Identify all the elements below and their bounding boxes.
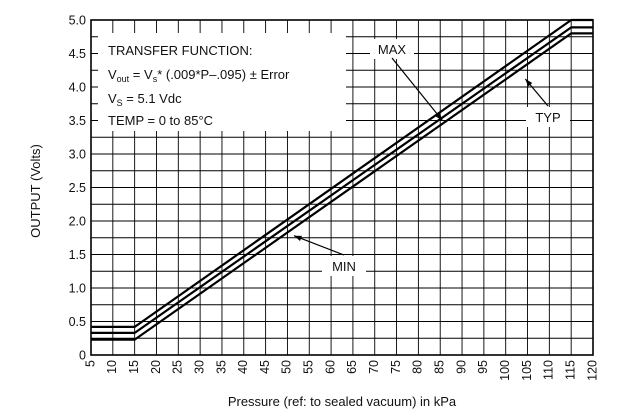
y-tick-label: 5.0 — [69, 14, 86, 28]
x-tick-label: 65 — [345, 360, 359, 374]
x-axis-title: Pressure (ref: to sealed vacuum) in kPa — [228, 394, 457, 409]
x-tick-label: 115 — [563, 360, 577, 380]
x-tick-label: 55 — [302, 360, 316, 374]
transfer-function-box — [98, 33, 346, 131]
supply-voltage-text: VS = 5.1 Vdc — [108, 91, 182, 108]
callout-bg-max — [370, 39, 414, 59]
y-tick-label: 4.0 — [69, 81, 86, 95]
x-tick-label: 5 — [83, 360, 97, 367]
callout-arrowhead-max — [435, 112, 443, 121]
transfer-function-heading: TRANSFER FUNCTION: — [108, 43, 252, 58]
callout-label-max: MAX — [378, 42, 407, 57]
x-tick-label: 105 — [520, 360, 534, 381]
y-tick-label: 3.0 — [69, 148, 86, 162]
series-line-typ — [91, 26, 593, 334]
callout-bg-min — [322, 256, 366, 276]
callouts: MAX TYP MIN — [293, 39, 570, 276]
x-tick-label: 80 — [411, 360, 425, 374]
transfer-function-equation: Vout = Vs* (.009*P–.095) ± Error — [108, 67, 290, 84]
x-tick-label: 20 — [149, 360, 163, 374]
y-tick-label: 2.0 — [69, 215, 86, 229]
y-tick-label: 1.0 — [69, 282, 86, 296]
x-tick-label: 35 — [214, 360, 228, 374]
x-tick-label: 120 — [585, 360, 599, 381]
y-tick-label: 0.5 — [69, 315, 86, 329]
y-tick-label: 3.5 — [69, 114, 86, 128]
x-tick-label: 60 — [323, 360, 337, 374]
x-tick-label: 50 — [280, 360, 294, 374]
x-tick-label: 75 — [389, 360, 403, 374]
x-tick-label: 95 — [476, 360, 490, 374]
x-tick-label: 10 — [105, 360, 119, 374]
callout-arrowhead-min — [293, 235, 302, 242]
x-tick-label: 85 — [433, 360, 447, 374]
tick-labels: 5 10 15 20 25 30 35 40 45 50 55 60 65 70 75 80 85 90 95 100… — [69, 14, 600, 381]
x-tick-label: 40 — [236, 360, 250, 374]
callout-leader-max — [391, 57, 443, 121]
y-tick-label: 4.5 — [69, 47, 86, 61]
x-tick-label: 25 — [171, 360, 185, 374]
series-line-min — [91, 32, 593, 341]
callout-arrowhead-typ — [525, 78, 533, 87]
y-tick-label: 0 — [79, 349, 86, 363]
x-tick-label: 90 — [454, 360, 468, 374]
x-tick-label: 110 — [542, 360, 556, 380]
callout-label-typ: TYP — [535, 110, 560, 125]
callout-bg-typ — [526, 107, 570, 127]
y-axis-title: OUTPUT (Volts) — [28, 144, 43, 238]
x-tick-label: 45 — [258, 360, 272, 374]
x-tick-label: 30 — [192, 360, 206, 374]
callout-label-min: MIN — [332, 259, 356, 274]
y-tick-label: 2.5 — [69, 181, 86, 195]
temperature-range-text: TEMP = 0 to 85°C — [108, 113, 213, 128]
x-tick-label: 70 — [367, 360, 381, 374]
callout-leader-min — [293, 235, 345, 256]
y-tick-label: 1.5 — [69, 248, 86, 262]
x-tick-label: 100 — [498, 360, 512, 381]
x-tick-label: 15 — [127, 360, 141, 374]
plot-frame — [90, 19, 594, 356]
